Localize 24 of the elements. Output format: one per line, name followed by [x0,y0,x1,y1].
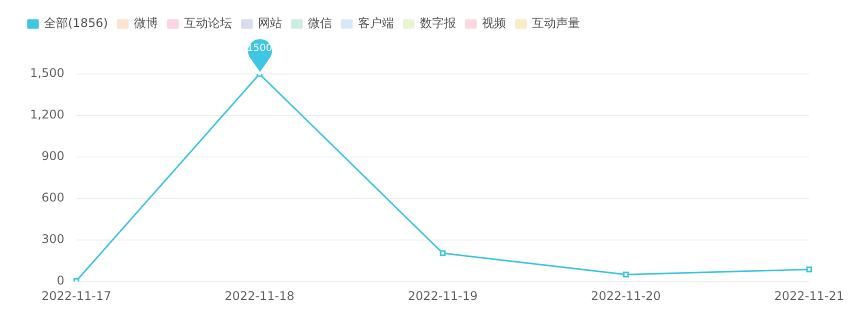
point [440,250,446,256]
y-tick-label: 300 [41,232,64,246]
y-tick-label: 0 [56,274,64,288]
x-tick-label: 2022-11-21 [774,288,844,303]
y-tick-label: 1,500 [30,66,64,80]
legend-label: 视频 [482,16,506,30]
x-tick-label: 2022-11-19 [408,288,478,303]
x-tick-label: 2022-11-18 [224,288,294,303]
legend-label: 互动声量 [532,16,580,30]
legend-label: 互动论坛 [184,16,232,30]
legend-label: 数字报 [420,16,456,30]
y-tick-label: 600 [41,190,64,205]
x-tick-label: 2022-11-17 [41,288,112,303]
point [806,266,812,272]
legend-label: 微信 [308,16,332,30]
y-tick-label: 1,200 [30,108,64,122]
legend-label: 网站 [258,16,282,30]
annotation: 1500 [246,43,274,55]
x-tick-label: 2022-11-20 [591,288,661,303]
y-tick-label: 900 [41,149,64,164]
legend-label: 全部(1856) [44,16,108,30]
legend-label: 微博 [134,16,158,30]
legend-label: 客户端 [358,16,394,30]
point [623,272,629,278]
